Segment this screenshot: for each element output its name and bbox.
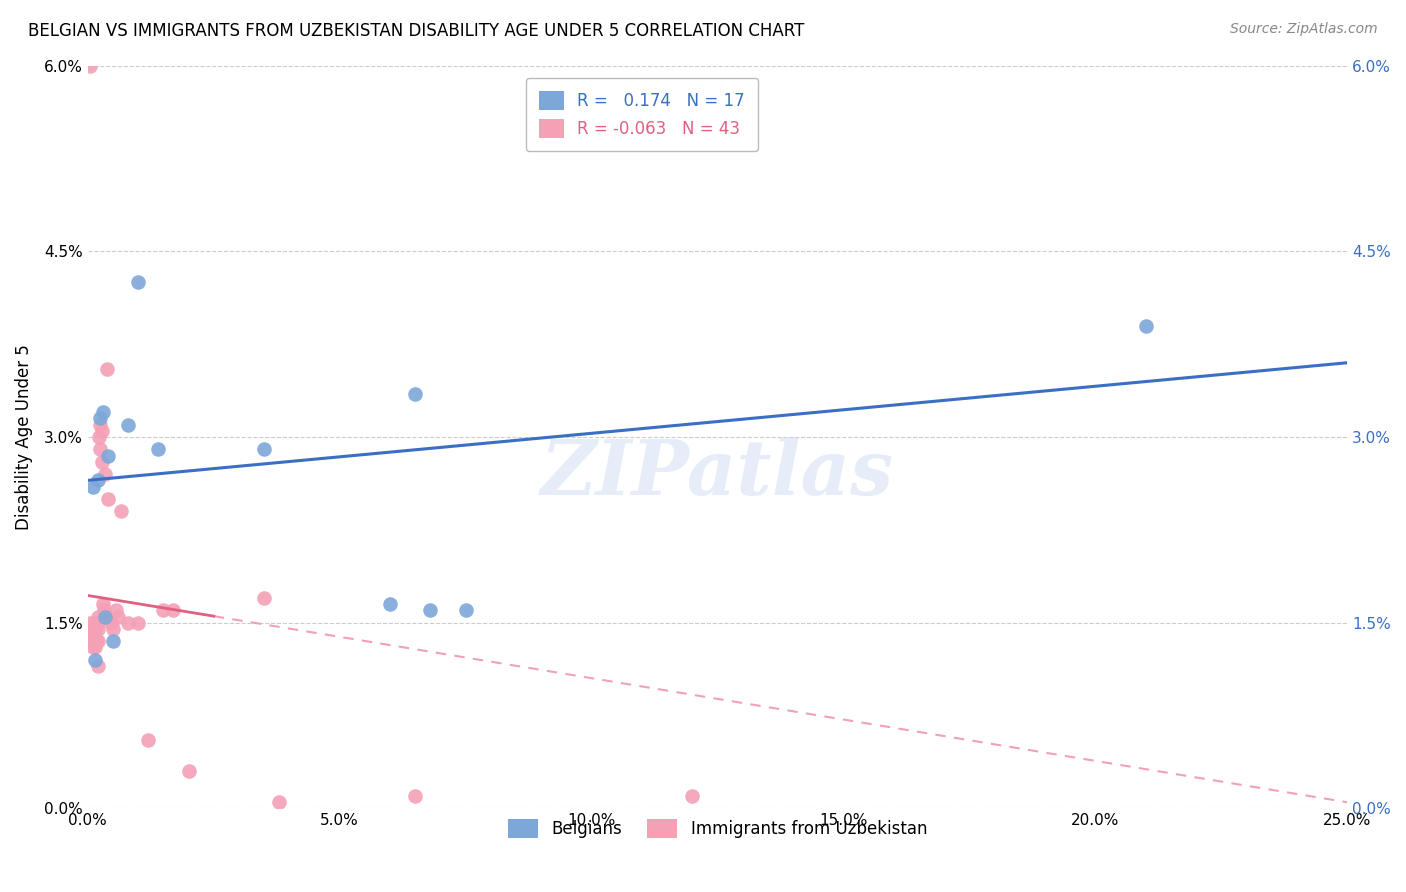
Point [79, 59, 101, 73]
Point [83, 615, 105, 630]
Point [87, 659, 110, 673]
Point [136, 733, 159, 747]
Text: ZIPatlas: ZIPatlas [541, 437, 894, 511]
Point [82, 640, 104, 655]
Point [404, 386, 426, 401]
Point [89, 417, 111, 432]
Point [177, 764, 200, 779]
Point [91, 455, 114, 469]
Point [253, 591, 276, 605]
Point [84, 622, 107, 636]
Point [378, 597, 401, 611]
Point [84, 640, 107, 655]
Point [86, 615, 108, 630]
Point [91, 424, 114, 438]
Point [87, 622, 110, 636]
Point [83, 628, 105, 642]
Point [80, 622, 103, 636]
Point [94, 609, 117, 624]
Point [127, 275, 149, 289]
Point [117, 417, 139, 432]
Point [82, 479, 104, 493]
Point [104, 603, 127, 617]
Point [96, 362, 118, 376]
Point [87, 430, 110, 444]
Point [91, 405, 114, 419]
Point [681, 789, 703, 803]
Point [117, 615, 139, 630]
Y-axis label: Disability Age Under 5: Disability Age Under 5 [15, 344, 32, 530]
Point [253, 442, 276, 457]
Point [127, 615, 149, 630]
Point [148, 442, 170, 457]
Point [97, 491, 120, 506]
Point [84, 653, 107, 667]
Text: BELGIAN VS IMMIGRANTS FROM UZBEKISTAN DISABILITY AGE UNDER 5 CORRELATION CHART: BELGIAN VS IMMIGRANTS FROM UZBEKISTAN DI… [28, 22, 804, 40]
Point [82, 628, 104, 642]
Point [101, 622, 124, 636]
Point [86, 634, 108, 648]
Point [1135, 318, 1157, 333]
Point [84, 615, 107, 630]
Point [94, 609, 117, 624]
Point [94, 467, 117, 482]
Point [89, 442, 111, 457]
Point [79, 615, 101, 630]
Point [91, 597, 114, 611]
Point [87, 634, 110, 648]
Point [83, 634, 105, 648]
Point [87, 609, 110, 624]
Point [97, 449, 120, 463]
Point [454, 603, 477, 617]
Point [419, 603, 441, 617]
Point [110, 504, 132, 518]
Point [93, 603, 115, 617]
Legend: Belgians, Immigrants from Uzbekistan: Belgians, Immigrants from Uzbekistan [502, 812, 934, 845]
Point [87, 474, 110, 488]
Point [269, 795, 291, 809]
Point [89, 411, 111, 425]
Text: Source: ZipAtlas.com: Source: ZipAtlas.com [1230, 22, 1378, 37]
Point [404, 789, 426, 803]
Point [100, 615, 122, 630]
Point [107, 609, 129, 624]
Point [101, 634, 124, 648]
Point [162, 603, 184, 617]
Point [152, 603, 174, 617]
